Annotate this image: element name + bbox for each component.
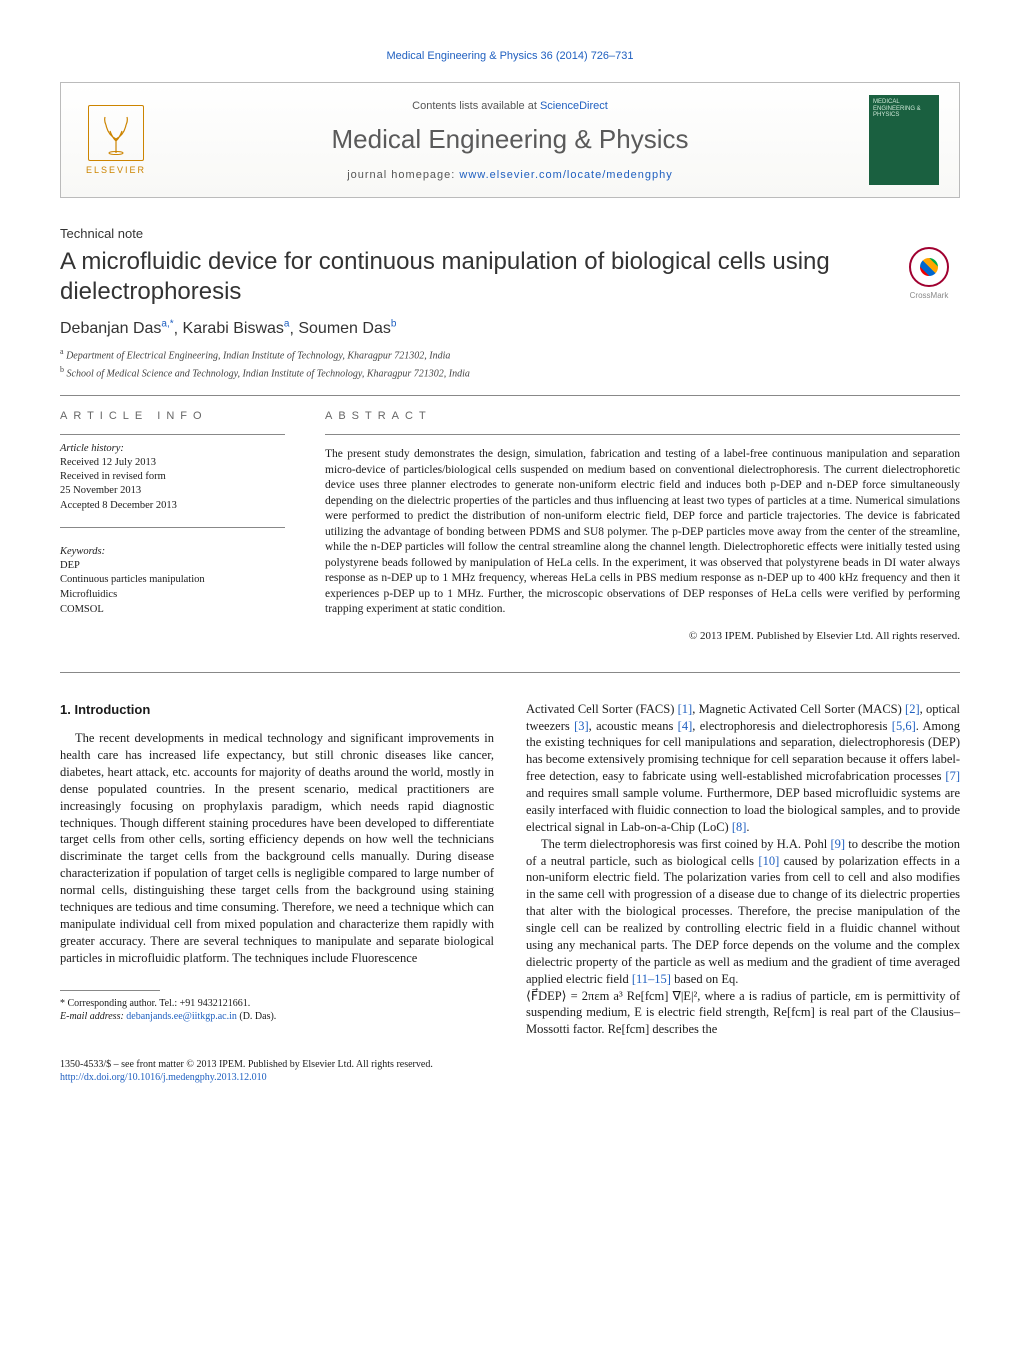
divider: [325, 434, 960, 435]
elsevier-logo: ELSEVIER: [81, 105, 151, 175]
abstract-column: abstract The present study demonstrates …: [325, 410, 960, 642]
history-revised: Received in revised form: [60, 470, 285, 484]
running-head-link[interactable]: Medical Engineering & Physics 36 (2014) …: [386, 50, 633, 62]
article-type: Technical note: [60, 226, 960, 241]
body-paragraph: The term dielectrophoresis was first coi…: [526, 836, 960, 988]
body-paragraph: The recent developments in medical techn…: [60, 730, 494, 966]
body-two-column: 1. Introduction The recent developments …: [60, 701, 960, 1039]
history-revised-date: 25 November 2013: [60, 484, 285, 498]
journal-masthead: ELSEVIER Contents lists available at Sci…: [60, 82, 960, 198]
email-link[interactable]: debanjands.ee@iitkgp.ac.in: [126, 1011, 237, 1022]
citation-link[interactable]: [8]: [732, 820, 747, 834]
author: Karabi Biswasa: [183, 320, 290, 337]
affiliation: a Department of Electrical Engineering, …: [60, 346, 960, 363]
history-label: Article history:: [60, 443, 285, 454]
author: Debanjan Dasa,*: [60, 320, 174, 337]
affil-link[interactable]: b: [391, 319, 397, 330]
section-heading: 1. Introduction: [60, 701, 494, 719]
elsevier-label: ELSEVIER: [81, 165, 151, 175]
front-matter-line: 1350-4533/$ – see front matter © 2013 IP…: [60, 1058, 960, 1071]
homepage-link[interactable]: www.elsevier.com/locate/medengphy: [459, 169, 672, 181]
journal-cover-thumbnail: MEDICAL ENGINEERING & PHYSICS: [869, 95, 939, 185]
article-info-column: article info Article history: Received 1…: [60, 410, 285, 642]
divider: [60, 672, 960, 673]
citation-link[interactable]: [2]: [905, 702, 920, 716]
history-received: Received 12 July 2013: [60, 456, 285, 470]
body-paragraph: Activated Cell Sorter (FACS) [1], Magnet…: [526, 701, 960, 836]
citation-link[interactable]: [3]: [574, 719, 589, 733]
article-title: A microfluidic device for continuous man…: [60, 247, 878, 307]
history-accepted: Accepted 8 December 2013: [60, 499, 285, 513]
corresponding-author-footnote: * Corresponding author. Tel.: +91 943212…: [60, 997, 494, 1023]
journal-homepage: journal homepage: www.elsevier.com/locat…: [171, 169, 849, 181]
footnote-divider: [60, 990, 160, 991]
affiliation: b School of Medical Science and Technolo…: [60, 364, 960, 381]
keyword: Microfluidics: [60, 588, 285, 603]
abstract-heading: abstract: [325, 410, 960, 422]
contents-available: Contents lists available at ScienceDirec…: [171, 100, 849, 112]
affiliations: a Department of Electrical Engineering, …: [60, 346, 960, 381]
divider: [60, 527, 285, 528]
crossmark-icon: [909, 247, 949, 287]
citation-link[interactable]: [4]: [678, 719, 693, 733]
right-column: Activated Cell Sorter (FACS) [1], Magnet…: [526, 701, 960, 1039]
running-head: Medical Engineering & Physics 36 (2014) …: [60, 50, 960, 62]
crossmark-badge[interactable]: CrossMark: [898, 247, 960, 300]
keyword: DEP: [60, 559, 285, 574]
page-footer: 1350-4533/$ – see front matter © 2013 IP…: [60, 1058, 960, 1084]
author-list: Debanjan Dasa,*, Karabi Biswasa, Soumen …: [60, 319, 960, 338]
citation-link[interactable]: [7]: [945, 769, 960, 783]
doi-link[interactable]: http://dx.doi.org/10.1016/j.medengphy.20…: [60, 1072, 267, 1083]
journal-title: Medical Engineering & Physics: [171, 124, 849, 155]
keyword: COMSOL: [60, 603, 285, 618]
sciencedirect-link[interactable]: ScienceDirect: [540, 100, 608, 112]
copyright: © 2013 IPEM. Published by Elsevier Ltd. …: [325, 630, 960, 642]
elsevier-tree-icon: [88, 105, 144, 161]
citation-link[interactable]: [11–15]: [632, 972, 671, 986]
equation-paragraph: ⟨F⃗DEP⟩ = 2πεm a³ Re[fcm] ∇|E|², where a…: [526, 988, 960, 1039]
divider: [60, 395, 960, 396]
affil-link[interactable]: a: [284, 319, 290, 330]
affil-link[interactable]: a,*: [161, 319, 173, 330]
citation-link[interactable]: [10]: [758, 854, 779, 868]
keyword: Continuous particles manipulation: [60, 573, 285, 588]
abstract-text: The present study demonstrates the desig…: [325, 447, 960, 618]
citation-link[interactable]: [9]: [830, 837, 845, 851]
citation-link[interactable]: [1]: [678, 702, 693, 716]
author: Soumen Dasb: [298, 320, 396, 337]
divider: [60, 434, 285, 435]
info-heading: article info: [60, 410, 285, 422]
citation-link[interactable]: [5,6]: [892, 719, 916, 733]
left-column: 1. Introduction The recent developments …: [60, 701, 494, 1039]
keywords-label: Keywords:: [60, 546, 285, 557]
